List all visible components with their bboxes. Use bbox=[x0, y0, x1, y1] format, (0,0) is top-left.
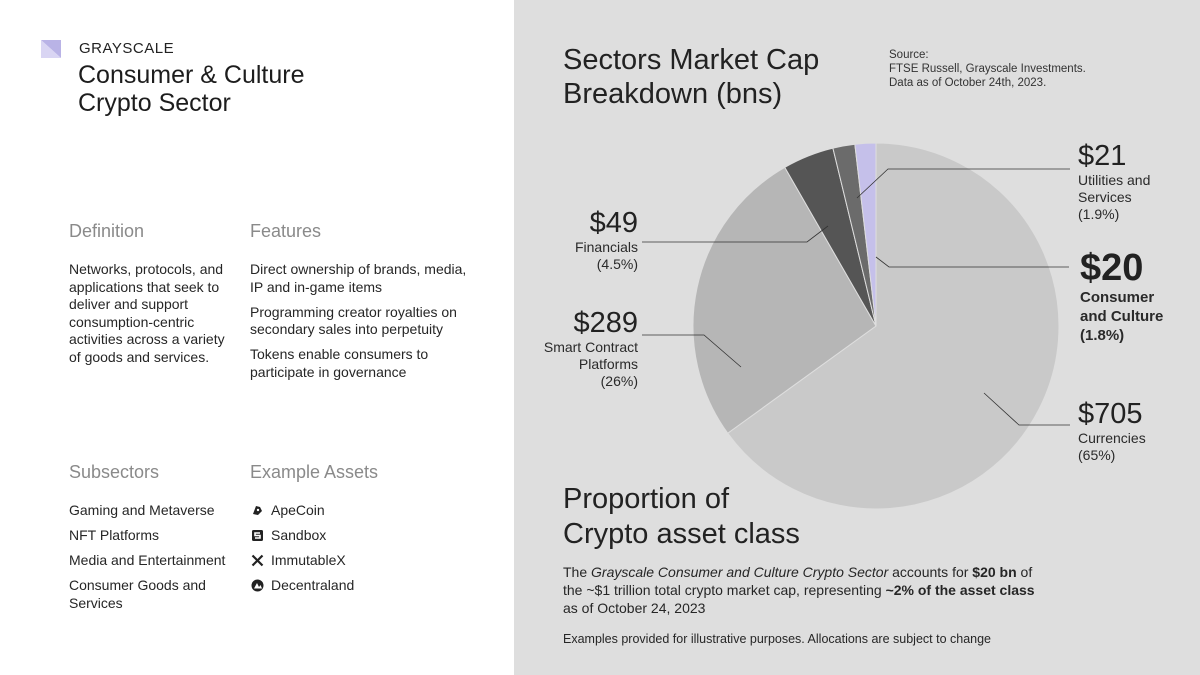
label-financials-value: $49 bbox=[589, 207, 638, 239]
immutablex-icon bbox=[250, 554, 264, 568]
left-panel: GRAYSCALE Consumer & Culture Crypto Sect… bbox=[0, 0, 514, 675]
asset-name: Sandbox bbox=[271, 527, 327, 543]
label-smart-value: $289 bbox=[573, 307, 638, 339]
label-currencies: $705 Currencies (65%) bbox=[1078, 398, 1146, 464]
proportion-title: Proportion of Crypto asset class bbox=[563, 482, 800, 552]
leader-line-utilities bbox=[856, 168, 1070, 199]
definition-heading: Definition bbox=[69, 221, 145, 241]
slice-consumer bbox=[854, 142, 877, 327]
asset-item: Decentraland bbox=[250, 577, 450, 595]
label-utilities-name1: Utilities and bbox=[1078, 172, 1151, 188]
label-consumer-pct: (1.8%) bbox=[1080, 327, 1125, 344]
label-utilities-value: $21 bbox=[1078, 140, 1127, 172]
subsector-item: Consumer Goods and Services bbox=[69, 577, 206, 611]
asset-name: ImmutableX bbox=[271, 552, 346, 568]
label-smart-contract: $289 Smart Contract Platforms (26%) bbox=[528, 307, 638, 390]
source-line2: FTSE Russell, Grayscale Investments. bbox=[889, 63, 1086, 75]
apecoin-icon bbox=[250, 504, 264, 518]
decentraland-icon bbox=[250, 579, 264, 593]
example-assets-list: ApeCoin Sandbox ImmutableX Decentraland bbox=[250, 502, 450, 602]
source-line3: Data as of October 24th, 2023. bbox=[889, 77, 1047, 89]
page-title-line1: Consumer & Culture bbox=[78, 61, 305, 89]
label-smart-name1: Smart Contract bbox=[543, 339, 638, 355]
label-utilities: $21 Utilities and Services (1.9%) bbox=[1078, 140, 1150, 223]
slice-currencies bbox=[727, 142, 1060, 510]
disclaimer: Examples provided for illustrative purpo… bbox=[563, 632, 992, 646]
grayscale-logo-icon bbox=[41, 40, 61, 58]
page-title-line2: Crypto Sector bbox=[78, 89, 231, 117]
subsector-item: NFT Platforms bbox=[69, 527, 159, 543]
subsector-item: Media and Entertainment bbox=[69, 552, 226, 568]
asset-item: ImmutableX bbox=[250, 552, 450, 570]
leader-line-smart bbox=[642, 334, 742, 368]
label-financials-name: Financials bbox=[574, 239, 638, 255]
asset-item: Sandbox bbox=[250, 527, 450, 545]
proportion-text-3: accounts for bbox=[888, 564, 973, 580]
definition-text: Networks, protocols, and applications th… bbox=[69, 261, 225, 365]
label-consumer-name2: and Culture bbox=[1080, 308, 1164, 325]
chart-title-line2: Breakdown (bns) bbox=[563, 78, 783, 110]
proportion-text-1: The bbox=[563, 564, 592, 580]
label-consumer: $20 Consumer and Culture (1.8%) bbox=[1080, 248, 1163, 345]
proportion-text: The Grayscale Consumer and Culture Crypt… bbox=[563, 563, 1043, 617]
right-panel: Sectors Market Cap Breakdown (bns) Sourc… bbox=[514, 0, 1200, 675]
features-heading: Features bbox=[250, 221, 322, 241]
label-smart-name2: Platforms bbox=[578, 356, 638, 372]
leader-line-consumer bbox=[875, 256, 1069, 268]
features-list: Direct ownership of brands, media, IP an… bbox=[250, 261, 480, 389]
leader-lines bbox=[642, 168, 1070, 426]
label-currencies-name: Currencies bbox=[1078, 430, 1146, 446]
subsector-item: Gaming and Metaverse bbox=[69, 502, 215, 518]
label-currencies-value: $705 bbox=[1078, 398, 1143, 430]
proportion-text-7: as of October 24, 2023 bbox=[563, 600, 706, 616]
proportion-text-5: of the ~$1 trillion total crypto market … bbox=[563, 564, 1033, 598]
proportion-title-line1: Proportion of bbox=[563, 483, 730, 515]
subsectors-heading: Subsectors bbox=[69, 462, 160, 482]
source-line1: Source: bbox=[889, 49, 929, 61]
label-consumer-name1: Consumer bbox=[1080, 289, 1155, 306]
asset-item: ApeCoin bbox=[250, 502, 450, 520]
label-currencies-pct: (65%) bbox=[1078, 447, 1116, 463]
example-assets-heading: Example Assets bbox=[250, 462, 379, 482]
subsectors-list: Gaming and Metaverse NFT Platforms Media… bbox=[69, 502, 229, 620]
pie-slices bbox=[692, 142, 1060, 510]
chart-title-line1: Sectors Market Cap bbox=[563, 44, 820, 76]
feature-item: Direct ownership of brands, media, IP an… bbox=[250, 261, 467, 295]
label-smart-pct: (26%) bbox=[600, 373, 638, 389]
label-utilities-name2: Services bbox=[1078, 189, 1132, 205]
proportion-text-6: ~2% of the asset class bbox=[885, 582, 1035, 598]
proportion-text-4: $20 bn bbox=[972, 564, 1017, 580]
leader-line-currencies bbox=[983, 392, 1070, 426]
slice-smart-contract bbox=[692, 166, 877, 434]
pie-chart bbox=[642, 142, 1070, 510]
label-utilities-pct: (1.9%) bbox=[1078, 206, 1120, 222]
label-financials: $49 Financials (4.5%) bbox=[534, 207, 638, 273]
asset-name: Decentraland bbox=[271, 577, 355, 593]
feature-item: Tokens enable consumers to participate i… bbox=[250, 346, 429, 380]
label-financials-pct: (4.5%) bbox=[596, 256, 638, 272]
leader-line-financials bbox=[642, 225, 829, 243]
proportion-text-2: Grayscale Consumer and Culture Crypto Se… bbox=[591, 564, 889, 580]
asset-name: ApeCoin bbox=[271, 502, 325, 518]
chart-title: Sectors Market Cap Breakdown (bns) bbox=[563, 43, 819, 111]
feature-item: Programming creator royalties on seconda… bbox=[250, 303, 457, 338]
label-consumer-value: $20 bbox=[1080, 247, 1144, 289]
sandbox-icon bbox=[250, 529, 264, 543]
source-note: Source: FTSE Russell, Grayscale Investme… bbox=[889, 48, 1086, 90]
page-title: Consumer & Culture Crypto Sector bbox=[78, 61, 304, 117]
proportion-title-line2: Crypto asset class bbox=[563, 518, 800, 550]
brand-name: GRAYSCALE bbox=[79, 40, 175, 57]
